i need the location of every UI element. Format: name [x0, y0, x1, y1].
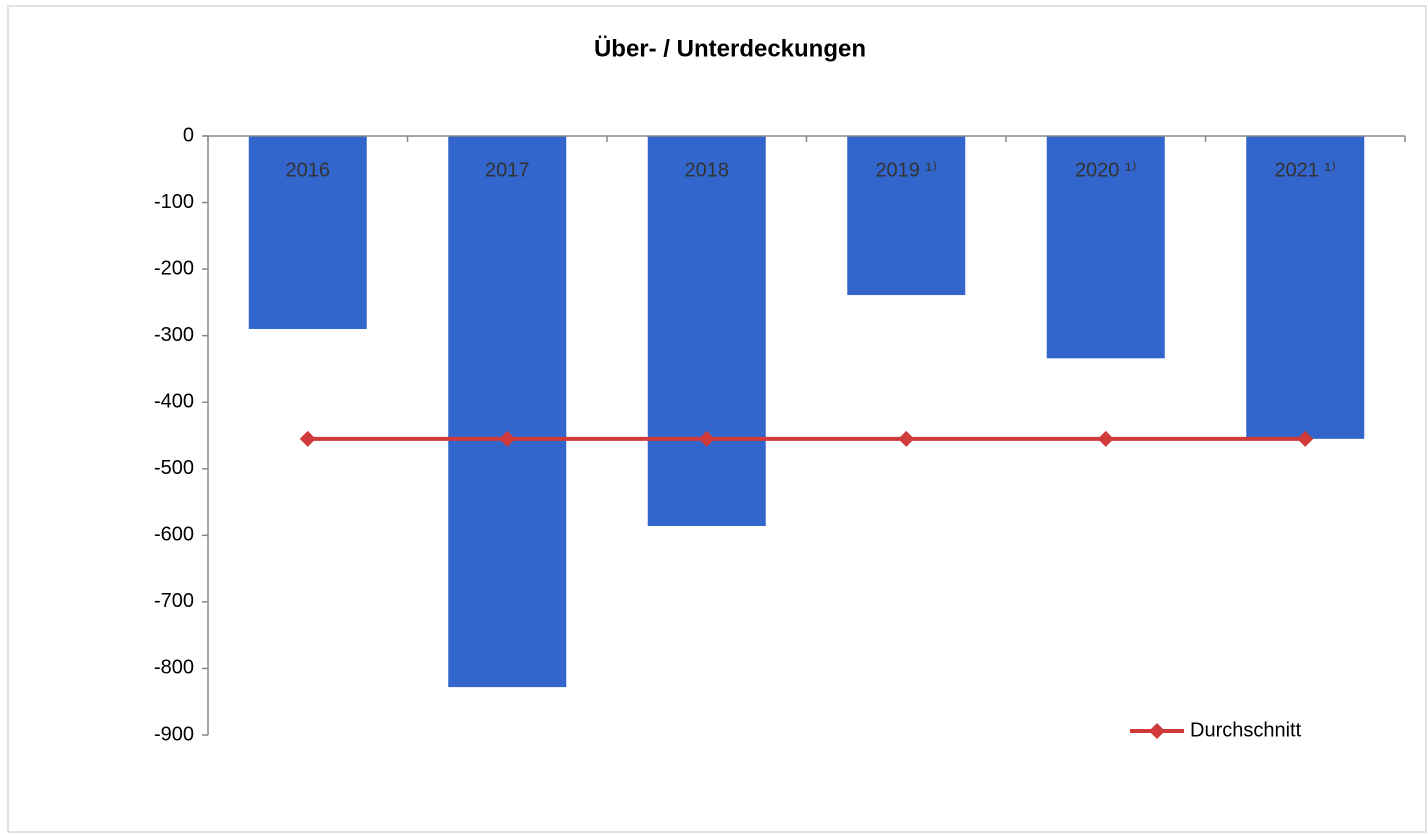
legend-label: Durchschnitt	[1190, 719, 1302, 741]
line-marker	[898, 430, 915, 447]
line-marker	[499, 430, 516, 447]
bar	[647, 136, 766, 527]
y-tick-label: -600	[154, 524, 194, 546]
bar	[448, 136, 567, 688]
x-tick-label: 2018	[685, 159, 730, 181]
x-tick-label: 2021 ¹⁾	[1274, 159, 1336, 181]
y-tick-label: -100	[154, 191, 194, 213]
line-marker	[1097, 430, 1114, 447]
y-tick-label: -800	[154, 657, 194, 679]
y-tick-label: 0	[183, 124, 194, 146]
x-tick-label: 2017	[485, 159, 530, 181]
x-tick-label: 2019 ¹⁾	[875, 159, 937, 181]
chart-title: Über- / Unterdeckungen	[594, 35, 866, 62]
line-marker	[1297, 430, 1314, 447]
y-tick-label: -200	[154, 257, 194, 279]
line-marker	[299, 430, 316, 447]
bar	[1246, 136, 1365, 439]
y-tick-label: -300	[154, 324, 194, 346]
x-tick-label: 2016	[286, 159, 331, 181]
bar	[248, 136, 367, 330]
bar	[847, 136, 966, 296]
y-tick-label: -700	[154, 590, 194, 612]
legend-marker	[1149, 723, 1165, 739]
x-tick-label: 2020 ¹⁾	[1075, 159, 1137, 181]
y-tick-label: -900	[154, 723, 194, 745]
y-tick-label: -500	[154, 457, 194, 479]
y-tick-label: -400	[154, 391, 194, 413]
bar	[1046, 136, 1165, 359]
line-marker	[698, 430, 715, 447]
